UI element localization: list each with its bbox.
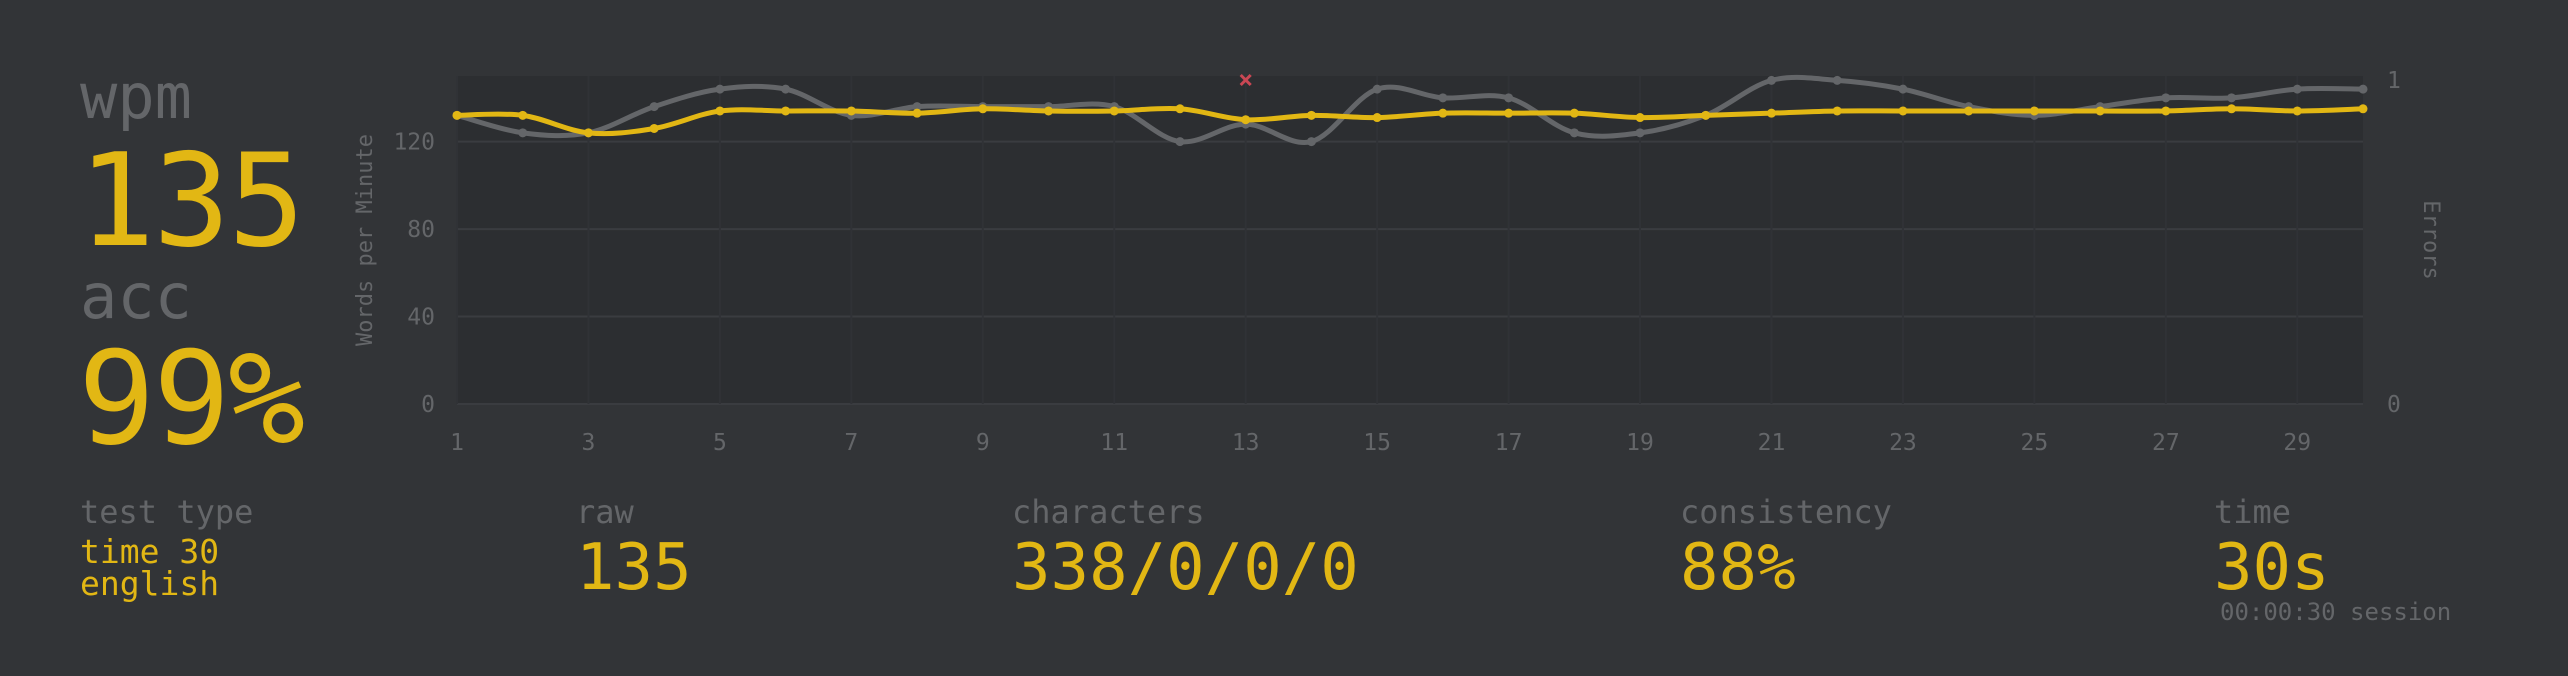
y2-tick-label-1: 1 <box>2387 68 2401 94</box>
wpm-point-10 <box>1044 106 1053 115</box>
wpm-point-11 <box>1110 106 1119 115</box>
raw-point-22 <box>1833 76 1842 85</box>
wpm-point-12 <box>1175 104 1184 113</box>
raw-point-17 <box>1504 93 1513 102</box>
wpm-point-27 <box>2161 106 2170 115</box>
x-tick-label-2: 5 <box>713 430 727 456</box>
wpm-point-29 <box>2293 106 2302 115</box>
wpm-point-9 <box>978 104 987 113</box>
x-tick-label-9: 19 <box>1626 430 1654 456</box>
x-tick-label-6: 13 <box>1232 430 1260 456</box>
wpm-point-8 <box>913 109 922 118</box>
raw-point-5 <box>715 85 724 94</box>
x-tick-label-3: 7 <box>844 430 858 456</box>
wpm-point-6 <box>781 106 790 115</box>
y-tick-label-3: 120 <box>393 130 435 156</box>
y-tick-label-2: 80 <box>407 217 435 243</box>
x-tick-label-12: 25 <box>2021 430 2049 456</box>
wpm-point-21 <box>1767 109 1776 118</box>
y-axis-title: Words per Minute <box>353 134 378 346</box>
raw-value: 135 <box>576 536 692 600</box>
characters-label: characters <box>1012 496 1205 528</box>
raw-label: raw <box>576 496 634 528</box>
wpm-point-28 <box>2227 104 2236 113</box>
wpm-point-30 <box>2359 104 2368 113</box>
x-tick-label-5: 11 <box>1100 430 1128 456</box>
wpm-point-15 <box>1373 113 1382 122</box>
raw-point-14 <box>1307 137 1316 146</box>
y-tick-label-0: 0 <box>421 392 435 418</box>
raw-point-23 <box>1898 85 1907 94</box>
characters-value: 338/0/0/0 <box>1012 536 1359 600</box>
wpm-point-2 <box>518 111 527 120</box>
raw-point-29 <box>2293 85 2302 94</box>
plot-area <box>457 76 2363 404</box>
raw-point-2 <box>518 128 527 137</box>
wpm-point-5 <box>715 106 724 115</box>
wpm-point-4 <box>650 124 659 133</box>
consistency-label: consistency <box>1680 496 1892 528</box>
x-tick-label-13: 27 <box>2152 430 2180 456</box>
wpm-point-19 <box>1636 113 1645 122</box>
x-tick-label-8: 17 <box>1495 430 1523 456</box>
y2-axis-title: Errors <box>2418 200 2443 279</box>
raw-point-12 <box>1175 137 1184 146</box>
x-tick-label-0: 1 <box>450 430 464 456</box>
wpm-point-16 <box>1438 109 1447 118</box>
wpm-point-26 <box>2096 106 2105 115</box>
raw-point-4 <box>650 102 659 111</box>
x-tick-label-14: 29 <box>2283 430 2311 456</box>
raw-point-19 <box>1636 128 1645 137</box>
wpm-point-18 <box>1570 109 1579 118</box>
wpm-point-7 <box>847 106 856 115</box>
x-tick-label-1: 3 <box>582 430 596 456</box>
wpm-point-20 <box>1701 111 1710 120</box>
raw-point-18 <box>1570 128 1579 137</box>
time-value: 30s <box>2214 536 2330 600</box>
raw-point-21 <box>1767 76 1776 85</box>
y-tick-label-1: 40 <box>407 305 435 331</box>
test-type-label: test type <box>80 496 253 528</box>
wpm-point-22 <box>1833 106 1842 115</box>
wpm-point-17 <box>1504 109 1513 118</box>
consistency-value: 88% <box>1680 536 1796 600</box>
wpm-point-3 <box>584 128 593 137</box>
wpm-point-13 <box>1241 115 1250 124</box>
wpm-point-24 <box>1964 106 1973 115</box>
x-tick-label-4: 9 <box>976 430 990 456</box>
raw-point-16 <box>1438 93 1447 102</box>
x-tick-label-10: 21 <box>1758 430 1786 456</box>
x-tick-label-11: 23 <box>1889 430 1917 456</box>
raw-point-28 <box>2227 93 2236 102</box>
time-label: time <box>2214 496 2291 528</box>
y2-tick-label-0: 0 <box>2387 392 2401 418</box>
session-time: 00:00:30 session <box>2220 600 2451 624</box>
raw-point-6 <box>781 85 790 94</box>
wpm-point-1 <box>453 111 462 120</box>
wpm-point-25 <box>2030 106 2039 115</box>
wpm-point-14 <box>1307 111 1316 120</box>
raw-point-30 <box>2359 85 2368 94</box>
x-tick-label-7: 15 <box>1363 430 1391 456</box>
wpm-point-23 <box>1898 106 1907 115</box>
raw-point-27 <box>2161 93 2170 102</box>
test-type-language[interactable]: english <box>80 567 219 600</box>
raw-point-15 <box>1373 85 1382 94</box>
